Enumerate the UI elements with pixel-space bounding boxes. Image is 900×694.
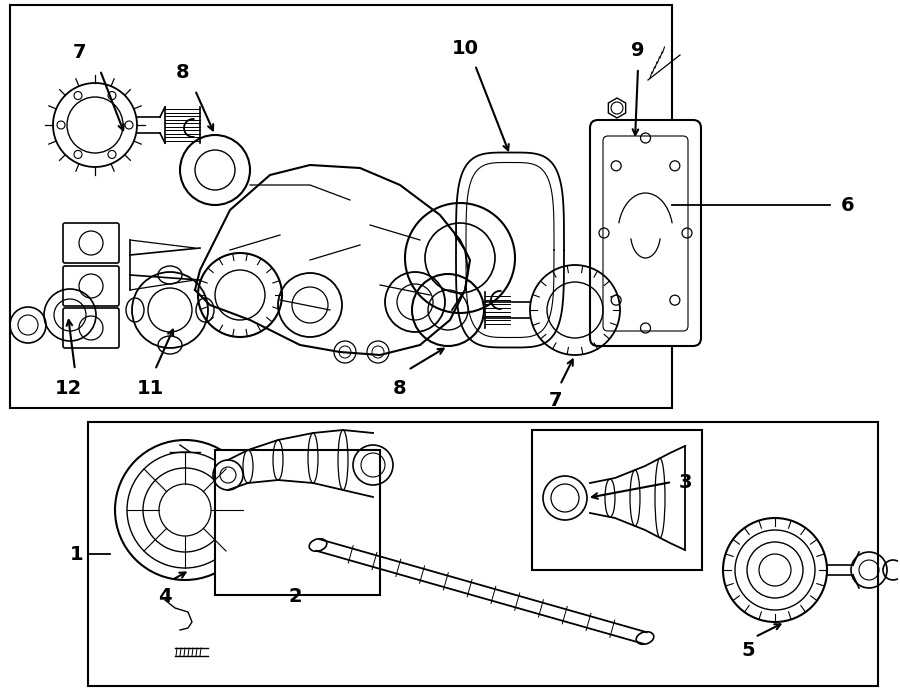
Text: 11: 11 <box>137 378 164 398</box>
Text: 7: 7 <box>73 42 86 62</box>
Text: 7: 7 <box>548 391 562 409</box>
Text: 12: 12 <box>54 378 82 398</box>
Text: 8: 8 <box>176 62 190 81</box>
FancyBboxPatch shape <box>590 120 701 346</box>
Polygon shape <box>608 98 626 118</box>
Text: 2: 2 <box>288 588 302 607</box>
Text: 5: 5 <box>742 641 755 659</box>
FancyBboxPatch shape <box>63 308 119 348</box>
Bar <box>532 430 702 570</box>
Text: 10: 10 <box>452 38 479 58</box>
Bar <box>10 5 672 408</box>
FancyBboxPatch shape <box>63 266 119 306</box>
Text: 3: 3 <box>679 473 692 491</box>
Bar <box>215 450 380 595</box>
FancyBboxPatch shape <box>63 223 119 263</box>
Text: 9: 9 <box>631 40 644 60</box>
Text: 1: 1 <box>70 545 84 564</box>
Bar <box>88 422 878 686</box>
Text: 6: 6 <box>842 196 855 214</box>
Text: 4: 4 <box>158 588 172 607</box>
Text: 8: 8 <box>393 378 407 398</box>
